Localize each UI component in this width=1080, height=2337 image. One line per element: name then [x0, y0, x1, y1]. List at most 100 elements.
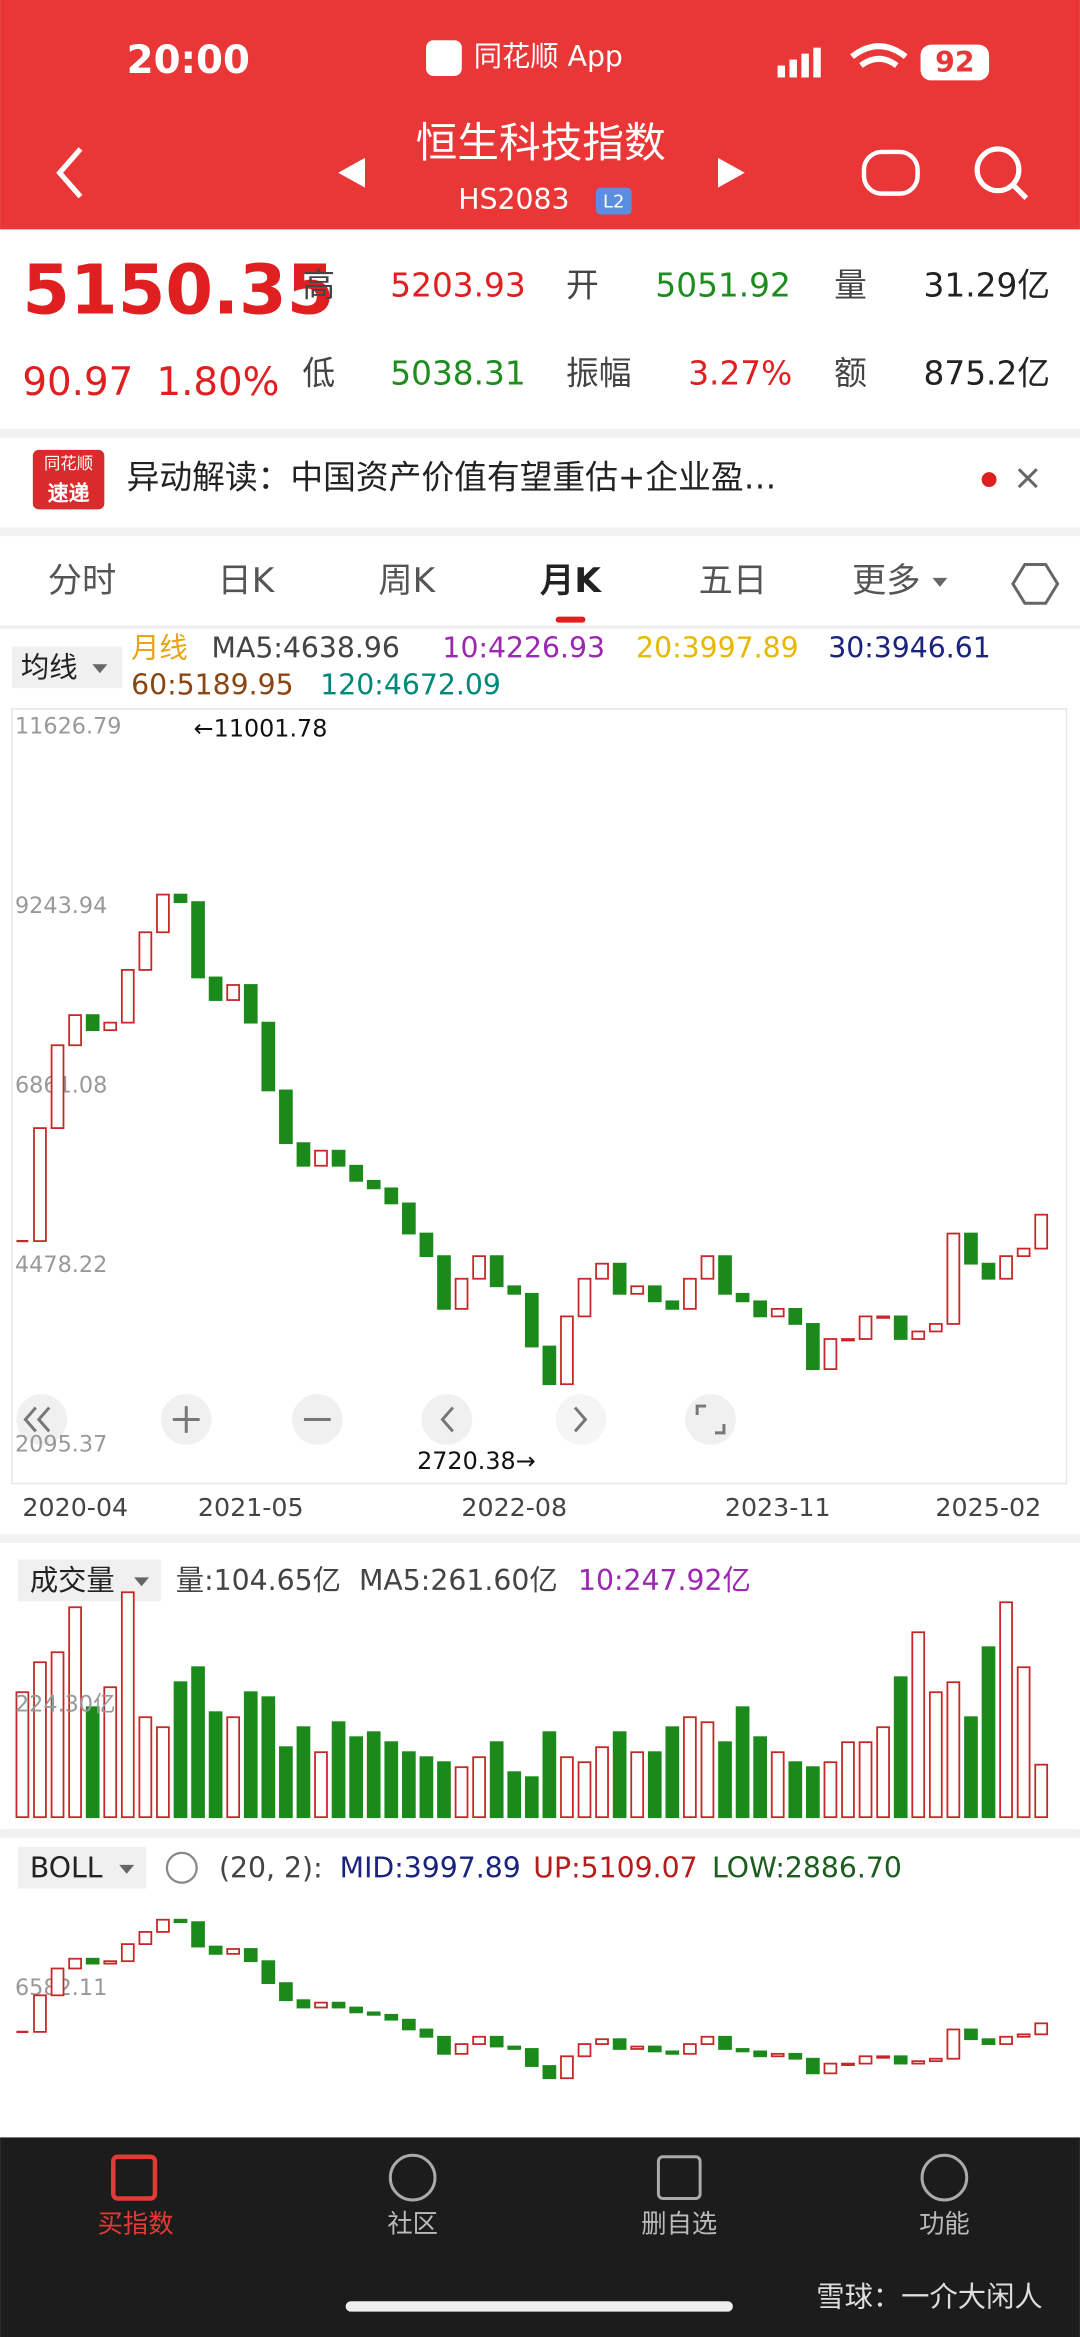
- volume-bar: [366, 1731, 381, 1819]
- volume-bar: [612, 1731, 627, 1819]
- candle: [173, 1918, 188, 1924]
- dropdown: [92, 664, 108, 674]
- x-tick-label: 2020-04: [22, 1492, 128, 1522]
- candle: [103, 1021, 118, 1032]
- candle: [524, 1292, 539, 1348]
- nav-item[interactable]: 买指数: [98, 2208, 174, 2238]
- nav-icon: [111, 2154, 158, 2201]
- time: 20:00: [127, 38, 250, 83]
- back[interactable]: [56, 147, 83, 199]
- candle: [577, 1277, 592, 1318]
- candle: [542, 2065, 557, 2080]
- btn[interactable]: [685, 1394, 736, 1445]
- divider: [0, 1534, 1080, 1544]
- battery: [920, 44, 990, 81]
- header-bg: [0, 0, 1080, 230]
- candle: [665, 1300, 680, 1310]
- tab[interactable]: 周K: [378, 561, 436, 601]
- candle: [946, 1232, 961, 1325]
- vol-legend: MA5:261.60亿: [359, 1564, 558, 1597]
- candle: [683, 2043, 697, 2055]
- volume-bar: [120, 1591, 135, 1819]
- volume-bar: [437, 1761, 451, 1819]
- candle: [911, 1330, 926, 1340]
- nav-item[interactable]: 删自选: [641, 2208, 717, 2238]
- volume-bar: [806, 1766, 820, 1819]
- prev[interactable]: [338, 157, 365, 188]
- candle: [647, 1285, 662, 1303]
- nav-item[interactable]: 社区: [387, 2208, 438, 2238]
- volume-bar: [208, 1711, 223, 1819]
- volume-bar: [630, 1751, 645, 1819]
- field-value: 5051.92: [655, 266, 790, 304]
- candle: [806, 1323, 820, 1371]
- battery-level: 92: [935, 46, 974, 79]
- dropdown: [119, 1864, 135, 1874]
- tab[interactable]: 日K: [217, 561, 275, 601]
- tab[interactable]: 更多: [852, 561, 921, 601]
- next[interactable]: [717, 157, 745, 188]
- candle: [683, 1277, 697, 1310]
- volume-bar: [173, 1681, 188, 1819]
- volume-bar: [138, 1716, 153, 1819]
- candle: [858, 2055, 873, 2065]
- volume-bar: [999, 1601, 1013, 1819]
- candle: [823, 1338, 838, 1371]
- candle: [876, 1315, 890, 1319]
- volume-bar: [928, 1691, 943, 1819]
- vol-selector[interactable]: 成交量: [30, 1564, 115, 1597]
- candle: [472, 2035, 486, 2045]
- tab[interactable]: 分时: [48, 561, 117, 601]
- app-name: 同花顺 App: [474, 40, 623, 73]
- candle: [489, 2035, 504, 2048]
- candle: [964, 1232, 978, 1265]
- x-tick-label: 2021-05: [198, 1492, 304, 1522]
- btn[interactable]: [16, 1394, 68, 1445]
- nav-item[interactable]: 功能: [919, 2208, 970, 2238]
- robot[interactable]: [861, 149, 920, 196]
- boll-legend: UP:5109.07: [533, 1851, 697, 1884]
- news-text[interactable]: 异动解读：中国资产价值有望重估+企业盈…: [127, 459, 777, 497]
- candle: [243, 984, 258, 1024]
- candle: [700, 1255, 715, 1280]
- y-tick-label: 11626.79: [15, 713, 122, 739]
- close[interactable]: [1017, 468, 1038, 489]
- candle: [612, 2038, 627, 2050]
- volume-bar: [85, 1706, 100, 1819]
- settings[interactable]: [1011, 563, 1060, 605]
- btn[interactable]: [555, 1394, 607, 1445]
- tabs: 分时 日K 周K 月K 五日 更多: [48, 561, 921, 601]
- candle: [156, 1918, 170, 1933]
- candle: [226, 1948, 241, 1955]
- volume-bar: [489, 1741, 504, 1819]
- candle: [419, 1232, 434, 1258]
- watermark: 雪球：一介大闲人: [816, 2280, 1042, 2313]
- tab-active[interactable]: 月K: [540, 561, 602, 601]
- app-icon: [426, 40, 462, 76]
- candle: [999, 1255, 1013, 1280]
- field-value: 5038.31: [390, 354, 525, 392]
- volume-bar: [893, 1676, 908, 1819]
- btn[interactable]: [421, 1394, 473, 1445]
- volume-bar: [33, 1661, 47, 1819]
- divider: [0, 428, 1080, 438]
- candle: [507, 1285, 522, 1295]
- tab[interactable]: 五日: [699, 561, 768, 601]
- volume-bar: [1034, 1763, 1049, 1819]
- candle: [964, 2028, 978, 2041]
- help[interactable]: [165, 1851, 198, 1884]
- ma: 20:3997.89: [636, 631, 799, 664]
- volume-bar: [718, 1741, 732, 1819]
- ma-selector[interactable]: 均线: [21, 651, 78, 684]
- candle: [770, 2052, 785, 2058]
- boll-selector[interactable]: BOLL: [30, 1851, 103, 1884]
- candle: [700, 2035, 715, 2045]
- candle: [595, 2038, 609, 2045]
- field-label: 低: [302, 354, 335, 392]
- candle: [946, 2028, 961, 2060]
- fields: 高 5203.93 开 5051.92 量 31.29亿 低 5038.31 振…: [302, 266, 1050, 392]
- search[interactable]: [974, 146, 1022, 194]
- candle: [999, 2035, 1013, 2045]
- candle: [595, 1262, 609, 1280]
- candle: [261, 1960, 276, 1985]
